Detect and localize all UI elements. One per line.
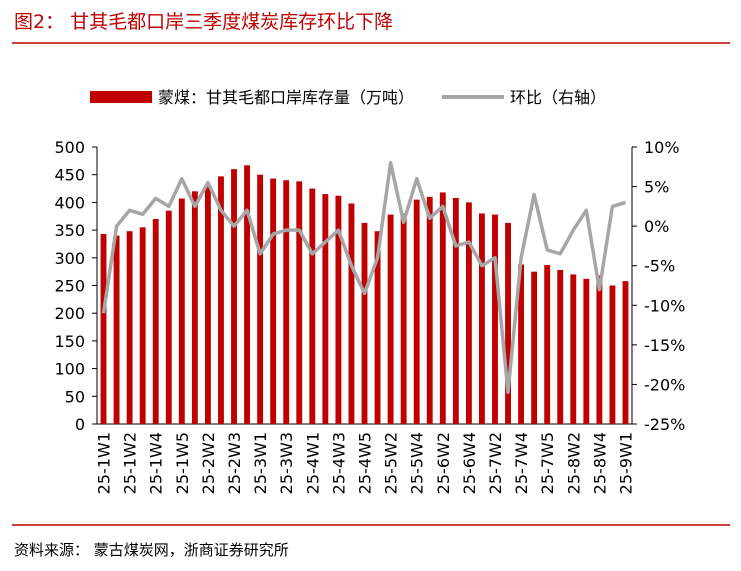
x-tick-label: 25-7W2 [486, 432, 505, 494]
x-tick-label: 25-4W3 [329, 432, 348, 494]
y2-tick-label: -5% [644, 257, 675, 276]
bar [178, 198, 185, 424]
bar [374, 231, 381, 424]
x-tick-label: 25-1W2 [121, 432, 140, 494]
y-tick-label: 100 [54, 360, 85, 379]
x-tick-label: 25-3W3 [277, 432, 296, 494]
bar [204, 185, 211, 424]
bar [622, 281, 629, 424]
y2-tick-label: -15% [644, 336, 685, 355]
bar [452, 197, 459, 424]
x-tick-label: 25-5W4 [408, 432, 427, 494]
bar [426, 196, 433, 424]
x-tick-label: 25-7W5 [538, 432, 557, 494]
bar [283, 180, 290, 424]
y2-tick-label: 0% [644, 217, 669, 236]
x-tick-label: 25-8W2 [564, 432, 583, 494]
x-tick-label: 25-6W2 [434, 432, 453, 494]
bar [609, 285, 616, 424]
bar [113, 235, 120, 424]
bar [518, 264, 525, 424]
x-tick-label: 25-4W5 [356, 432, 375, 494]
source: 资料来源： 蒙古煤炭网，浙商证券研究所 [14, 541, 289, 559]
y-tick-label: 350 [54, 221, 85, 240]
x-tick-label: 25-4W1 [303, 432, 322, 494]
chart-title: 图2： 甘其毛都口岸三季度煤炭库存环比下降 [14, 11, 393, 33]
x-tick-label: 25-5W2 [382, 432, 401, 494]
bar [492, 214, 498, 424]
bar [348, 203, 355, 424]
x-tick-label: 25-1W5 [173, 432, 192, 494]
y-tick-label: 0 [75, 415, 85, 434]
x-tick-label: 25-3W1 [251, 432, 270, 494]
bar [570, 274, 577, 424]
y2-tick-label: -10% [644, 296, 685, 315]
bar [231, 169, 237, 424]
y-tick-label: 400 [54, 193, 85, 212]
bar [505, 222, 511, 424]
x-tick-label: 25-8W4 [590, 432, 609, 494]
bar [191, 191, 198, 424]
y-tick-label: 200 [54, 304, 85, 323]
bar [126, 231, 133, 424]
bar [270, 178, 277, 424]
y-tick-label: 300 [54, 249, 85, 268]
bar [596, 275, 603, 424]
bar [244, 165, 250, 425]
bar [544, 265, 551, 424]
bar [439, 192, 446, 424]
x-tick-label: 25-7W4 [512, 432, 531, 494]
bar [296, 181, 303, 424]
x-tick-label: 25-1W1 [95, 432, 114, 494]
bar [152, 219, 159, 424]
legend-label: 环比（右轴） [510, 88, 606, 107]
y2-tick-label: 5% [644, 178, 669, 197]
legend-swatch [90, 91, 152, 103]
bar [139, 227, 146, 424]
bar [531, 271, 538, 424]
line [101, 161, 627, 395]
bar [557, 269, 564, 424]
y-tick-label: 250 [54, 277, 85, 296]
bar [335, 195, 342, 424]
x-tick-label: 25-2W3 [225, 432, 244, 494]
x-tick-label: 25-2W2 [199, 432, 218, 494]
y2-tick-label: 10% [644, 138, 680, 157]
bar [400, 213, 407, 424]
y-tick-label: 450 [54, 166, 85, 185]
y-tick-label: 50 [65, 387, 85, 406]
bar [413, 199, 420, 424]
x-tick-label: 25-6W4 [460, 432, 479, 494]
bar [583, 278, 590, 424]
bar [361, 222, 368, 424]
y-tick-label: 500 [54, 138, 85, 157]
legend-label: 蒙煤：甘其毛都口岸库存量（万吨） [158, 88, 414, 107]
y-tick-label: 150 [54, 332, 85, 351]
bar [100, 233, 107, 424]
bar [309, 188, 316, 424]
x-tick-label: 25-1W4 [147, 432, 166, 494]
bar [165, 210, 172, 424]
x-tick-label: 25-9W1 [616, 432, 635, 494]
bar [479, 213, 485, 424]
bar [218, 176, 224, 424]
bar [465, 202, 472, 424]
y2-tick-label: -20% [644, 375, 685, 394]
bar [257, 174, 264, 424]
bar [387, 214, 394, 424]
bar [322, 194, 329, 424]
y2-tick-label: -25% [644, 415, 685, 434]
